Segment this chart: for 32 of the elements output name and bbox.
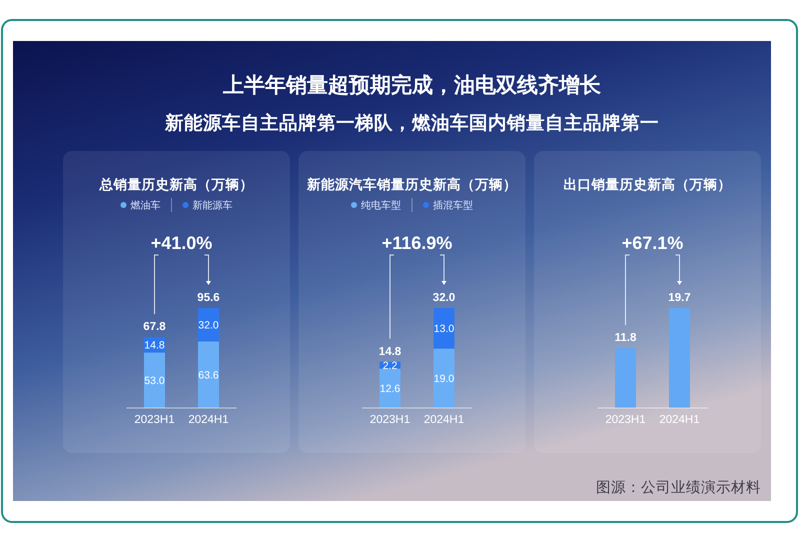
x-tick-label: 2024H1 [424, 414, 464, 426]
data-label: 53.0 [144, 375, 165, 388]
text: +41.0% [150, 233, 212, 253]
text: 上半年销量超预期完成，油电双线齐增长 [222, 73, 602, 97]
legend-label: 纯电车型 [361, 200, 401, 212]
data-label: 32.0 [198, 320, 219, 332]
legend-label: 燃油车 [130, 200, 160, 212]
x-tick-label: 2024H1 [659, 414, 700, 426]
chart-title: 总销量历史新高（万辆） [98, 176, 254, 192]
x-tick-label: 2023H1 [370, 414, 410, 426]
data-label: 63.6 [198, 370, 219, 382]
legend-label: 新能源车 [192, 200, 232, 212]
x-tick-label: 2024H1 [188, 414, 229, 426]
data-label: 2.2 [382, 360, 398, 372]
chart-title: 新能源汽车销量历史新高（万辆） [306, 176, 517, 192]
legend-label: 插混车型 [433, 200, 473, 212]
x-tick-label: 2023H1 [134, 414, 175, 426]
text: 图源：公司业绩演示材料 [596, 479, 761, 496]
total-label: 95.6 [197, 292, 220, 304]
total-label: 32.0 [432, 292, 456, 304]
chart-title: 出口销量历史新高（万辆） [564, 176, 732, 192]
text: +67.1% [622, 233, 684, 253]
data-label: 19.7 [668, 292, 691, 304]
text: 新能源车自主品牌第一梯队，燃油车国内销量自主品牌第一 [164, 112, 659, 133]
text: +116.9% [382, 233, 452, 253]
total-label: 67.8 [143, 321, 166, 334]
total-label: 14.8 [378, 346, 402, 358]
data-label: 12.6 [380, 383, 400, 396]
x-tick-label: 2023H1 [605, 414, 646, 426]
data-label: 11.8 [614, 332, 637, 344]
data-label: 19.0 [434, 373, 454, 386]
data-label: 13.0 [434, 323, 454, 336]
